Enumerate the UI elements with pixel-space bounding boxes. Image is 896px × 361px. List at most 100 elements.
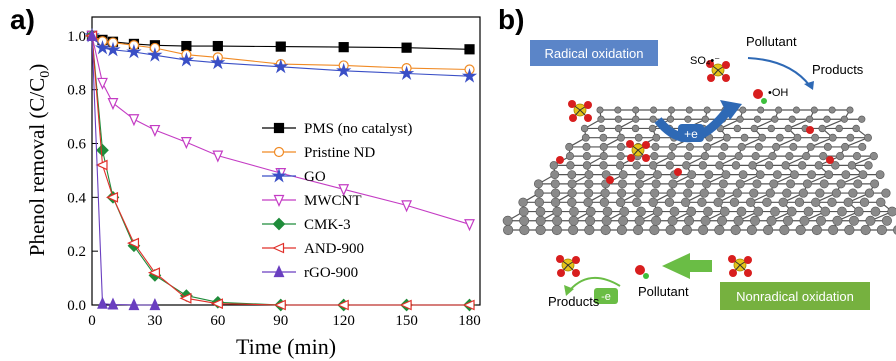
sulfate-radical-molecule: [706, 60, 730, 82]
carbon-atom: [770, 206, 780, 217]
data-point: [336, 62, 352, 78]
oxygen-atom: [569, 114, 577, 122]
carbon-atom: [717, 152, 727, 161]
hydroxyl-radical-label: •OH: [768, 87, 788, 99]
carbon-atom: [876, 197, 886, 208]
oxygen-atom: [626, 140, 634, 148]
carbon-atom: [599, 142, 608, 151]
carbon-atom: [648, 161, 658, 170]
carbon-atom: [815, 215, 826, 226]
oxygen-atom: [744, 256, 752, 264]
carbon-atom: [876, 224, 887, 236]
carbon-atom: [651, 215, 662, 226]
carbon-atom: [636, 206, 646, 217]
data-point: [179, 292, 192, 304]
carbon-atom: [841, 170, 851, 180]
carbon-atom: [807, 170, 816, 180]
legend-marker: [273, 146, 285, 158]
carbon-atom: [831, 161, 840, 170]
data-point: [464, 219, 475, 232]
oxygen-atom: [556, 255, 564, 263]
carbon-atom: [729, 197, 740, 208]
carbon-atom: [731, 161, 741, 170]
carbon-atom: [848, 188, 858, 198]
carbon-atom: [651, 179, 661, 189]
oxygen-atom: [729, 269, 737, 277]
minus-e-badge: [594, 288, 618, 304]
carbon-atom: [703, 206, 713, 217]
carbon-atom: [734, 152, 743, 161]
carbon-atom: [599, 152, 608, 161]
pms-molecule-bottom-left: [556, 255, 580, 277]
carbon-atom: [865, 215, 876, 226]
carbon-atom: [831, 188, 841, 198]
carbon-atom: [748, 161, 757, 170]
carbon-atom: [617, 133, 625, 142]
carbon-atom: [503, 224, 514, 236]
carbon-atom: [533, 179, 543, 189]
data-point: [401, 200, 413, 213]
cc-bond: [788, 118, 810, 130]
oxygen-atom: [572, 269, 580, 277]
carbon-atom: [668, 142, 677, 151]
carbon-atom: [763, 224, 774, 236]
carbon-atom: [887, 206, 896, 217]
carbon-atom: [750, 124, 759, 133]
radical-oxidation-box: Radical oxidation: [530, 40, 658, 66]
carbon-atom: [819, 179, 829, 189]
carbon-atom: [699, 188, 709, 198]
carbon-atom: [701, 115, 709, 123]
x-tick-label: 120: [332, 313, 355, 329]
data-point: [97, 296, 108, 309]
legend-marker: [272, 217, 286, 231]
carbon-atom: [614, 115, 622, 123]
x-tick-label: 180: [458, 313, 481, 329]
products-label-top: Products: [812, 62, 864, 77]
carbon-atom: [765, 188, 775, 198]
carbon-atom: [794, 197, 805, 208]
minus-e-label: -e: [601, 291, 611, 303]
carbon-atom: [582, 152, 591, 161]
carbon-atom: [823, 142, 832, 151]
carbon-atom: [771, 115, 779, 123]
carbon-atom: [753, 115, 762, 123]
carbon-atom: [615, 197, 626, 208]
data-point: [147, 267, 161, 279]
carbon-atom: [853, 179, 863, 189]
products-arrow-head-bottom: [564, 285, 574, 296]
legend-marker: [273, 265, 285, 278]
legend-marker: [272, 242, 285, 254]
oxygen-atom: [642, 141, 650, 149]
pollutant-oxygen: [635, 265, 645, 275]
mechanism-illustration: Radical oxidation Nonradical oxidation S…: [502, 34, 896, 310]
panel-a-letter: a): [10, 4, 35, 35]
carbon-atom: [766, 215, 777, 226]
carbon-atom: [633, 224, 644, 236]
pms-molecule-bottom-right: [728, 255, 752, 277]
carbon-atom: [893, 225, 896, 235]
carbon-atom: [819, 152, 828, 161]
carbon-atom: [769, 179, 779, 189]
carbon-atom: [806, 142, 815, 151]
carbon-atom: [614, 124, 623, 133]
carbon-atom: [618, 170, 628, 180]
carbon-atom: [585, 206, 596, 217]
carbon-atom: [802, 179, 812, 189]
carbon-atom: [652, 206, 663, 217]
carbon-atom: [722, 133, 731, 142]
carbon-atom: [632, 115, 640, 123]
carbon-atom: [795, 224, 806, 236]
y-tick-label: 0.0: [67, 298, 86, 314]
carbon-atom: [864, 161, 873, 170]
carbon-atom: [584, 224, 595, 236]
carbon-atom: [815, 188, 825, 198]
carbon-atom: [881, 215, 892, 226]
phenol-removal-chart: 0 30 60 90 120 150 180 0.0 0.2 0.4 0.6 0.8 1.0 PMS (…: [25, 16, 481, 359]
carbon-atom: [685, 179, 695, 189]
carbon-atom: [567, 179, 577, 189]
carbon-atom: [552, 215, 563, 226]
oxygen-atom: [722, 74, 730, 82]
carbon-atom: [806, 115, 814, 123]
x-tick-label: 0: [88, 313, 96, 329]
carbon-atom: [704, 170, 714, 180]
